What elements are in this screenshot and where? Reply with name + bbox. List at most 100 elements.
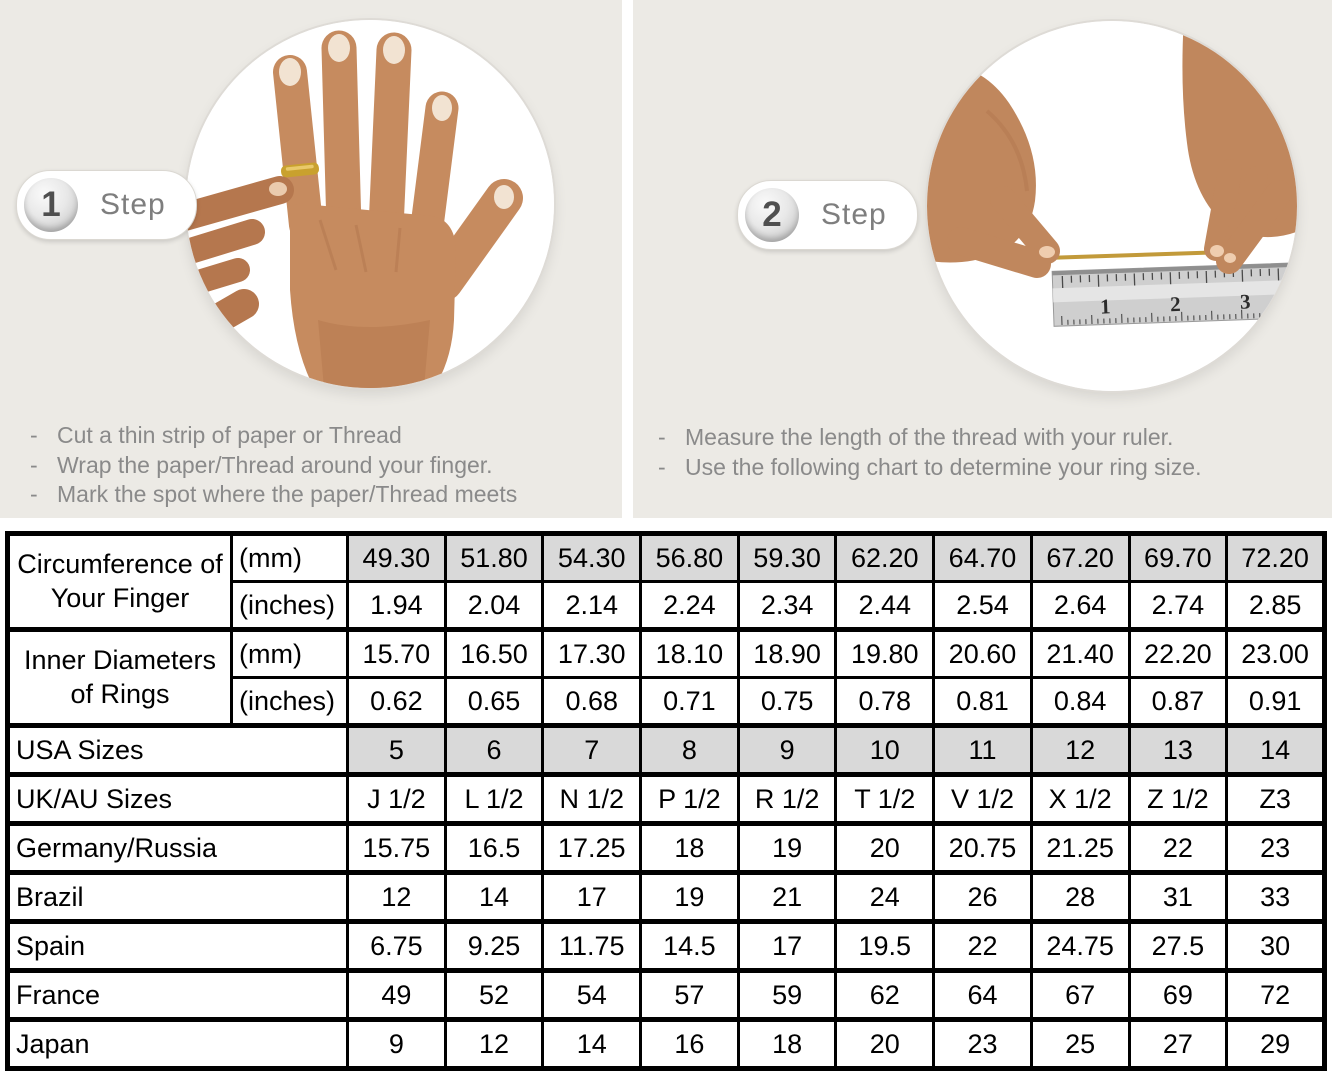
step1-instructions: - Cut a thin strip of paper or Thread - … [30, 421, 517, 510]
size-cell: 0.78 [834, 676, 936, 727]
hand-with-ring-illustration [186, 20, 554, 388]
size-cell: 64 [932, 968, 1033, 1021]
size-cell: 2.85 [1225, 580, 1326, 631]
step1-label: Step [100, 188, 166, 221]
size-cell: 13 [1127, 723, 1229, 776]
size-cell: 0.65 [443, 676, 545, 727]
size-cell: 20 [834, 1017, 936, 1070]
size-cell: 21.25 [1029, 821, 1131, 874]
size-cell: 64.70 [932, 531, 1033, 583]
instruction-text: Use the following chart to determine you… [685, 453, 1202, 480]
row-label: UK/AU Sizes [6, 772, 349, 825]
size-cell: 67 [1029, 968, 1131, 1021]
size-cell: 1.94 [346, 580, 447, 631]
row-ukau-sizes: UK/AU Sizes J 1/2 L 1/2 N 1/2 P 1/2 R 1/… [6, 772, 1326, 825]
size-cell: 25 [1029, 1017, 1131, 1070]
size-cell: 54 [541, 968, 643, 1021]
step1-number: 1 [24, 178, 78, 232]
size-cell: 19.80 [834, 627, 936, 679]
unit-label: (mm) [230, 531, 349, 583]
size-cell: 18 [639, 821, 740, 874]
gold-ring-icon [280, 162, 320, 178]
row-label: Brazil [6, 870, 349, 923]
size-cell: 0.81 [932, 676, 1033, 727]
size-cell: R 1/2 [736, 772, 838, 825]
ruler-mark-3: 3 [1240, 289, 1251, 313]
size-cell: 11 [932, 723, 1033, 776]
size-cell: 24.75 [1029, 919, 1131, 972]
size-cell: 18.10 [639, 627, 740, 679]
bullet-dash: - [30, 451, 38, 478]
size-cell: P 1/2 [639, 772, 740, 825]
size-cell: 72 [1225, 968, 1326, 1021]
size-cell: 12 [1029, 723, 1131, 776]
size-cell: 9 [346, 1017, 447, 1070]
size-cell: 2.34 [736, 580, 838, 631]
step2-photo-circle: 1 2 3 [927, 21, 1297, 391]
size-cell: 23 [932, 1017, 1033, 1070]
size-cell: 14.5 [639, 919, 740, 972]
size-cell: T 1/2 [834, 772, 936, 825]
size-cell: 5 [346, 723, 447, 776]
size-cell: 16 [639, 1017, 740, 1070]
size-cell: 20.75 [932, 821, 1033, 874]
size-cell: 57 [639, 968, 740, 1021]
size-cell: 14 [1225, 723, 1326, 776]
size-cell: 56.80 [639, 531, 740, 583]
row-circumference-mm: Circumference of Your Finger (mm) 49.30 … [6, 531, 1326, 631]
bullet-dash: - [658, 424, 666, 450]
size-cell: 62 [834, 968, 936, 1021]
size-cell: 2.24 [639, 580, 740, 631]
size-cell: 0.87 [1127, 676, 1229, 727]
row-label: Spain [6, 919, 349, 972]
size-cell: 18.90 [736, 627, 838, 679]
row-brazil: Brazil 12 14 17 19 21 24 26 28 31 33 [6, 870, 1326, 923]
step2-label: Step [821, 198, 887, 231]
size-cell: 49 [346, 968, 447, 1021]
size-cell: 16.5 [443, 821, 545, 874]
row-circumference-inches: (inches) 1.94 2.04 2.14 2.24 2.34 2.44 2… [8, 580, 1326, 631]
size-cell: 7 [541, 723, 643, 776]
row-diameter-inches: (inches) 0.62 0.65 0.68 0.71 0.75 0.78 0… [8, 676, 1326, 727]
size-cell: 69 [1127, 968, 1229, 1021]
size-cell: 2.54 [932, 580, 1033, 631]
size-cell: 59 [736, 968, 838, 1021]
instruction-item: - Wrap the paper/Thread around your fing… [30, 451, 517, 481]
size-cell: 16.50 [443, 627, 545, 679]
step2-number: 2 [745, 188, 799, 242]
size-cell: 17 [736, 919, 838, 972]
size-cell: N 1/2 [541, 772, 643, 825]
size-cell: 12 [346, 870, 447, 923]
size-cell: 15.75 [346, 821, 447, 874]
row-usa-sizes: USA Sizes 5 6 7 8 9 10 11 12 13 14 [6, 723, 1326, 776]
instruction-text: Cut a thin strip of paper or Thread [57, 422, 402, 448]
size-cell: 52 [443, 968, 545, 1021]
size-cell: 2.04 [443, 580, 545, 631]
gold-thread-icon [1044, 250, 1228, 260]
unit-label: (mm) [230, 627, 349, 679]
row-diameter-mm: Inner Diameters of Rings (mm) 15.70 16.5… [6, 627, 1326, 727]
size-cell: Z3 [1225, 772, 1326, 825]
size-cell: 20.60 [932, 627, 1033, 679]
size-cell: 21.40 [1029, 627, 1131, 679]
row-label: Germany/Russia [6, 821, 349, 874]
ruler-mark-2: 2 [1170, 292, 1181, 316]
instruction-text: Measure the length of the thread with yo… [685, 424, 1174, 450]
step1-panel: 1 Step - Cut a thin strip of paper or Th… [0, 0, 622, 518]
size-cell: 22.20 [1127, 627, 1229, 679]
size-cell: 2.14 [541, 580, 643, 631]
row-label: Circumference of Your Finger [6, 531, 233, 631]
size-cell: 17.30 [541, 627, 643, 679]
size-cell: 0.68 [541, 676, 643, 727]
size-cell: V 1/2 [932, 772, 1033, 825]
unit-label: (inches) [230, 676, 349, 727]
instruction-item: - Measure the length of the thread with … [658, 423, 1201, 453]
size-cell: 21 [736, 870, 838, 923]
step1-photo-circle [186, 20, 554, 388]
size-cell: 9.25 [443, 919, 545, 972]
ruler-mark-1: 1 [1100, 294, 1111, 318]
size-cell: 29 [1225, 1017, 1326, 1070]
size-cell: 59.30 [736, 531, 838, 583]
bullet-dash: - [30, 481, 38, 507]
size-cell: 22 [1127, 821, 1229, 874]
